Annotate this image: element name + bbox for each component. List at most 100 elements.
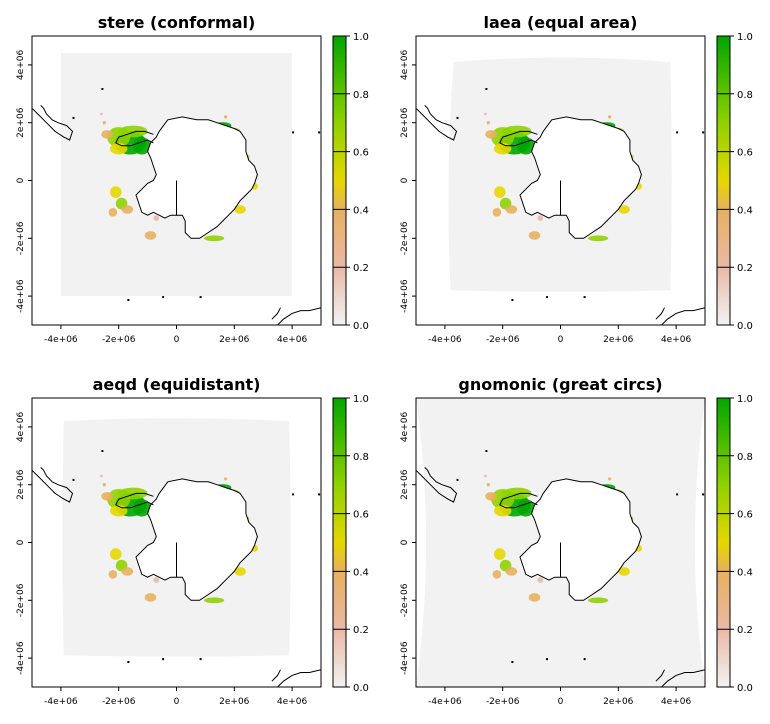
island (72, 478, 75, 481)
panel-title: laea (equal area) (483, 13, 637, 32)
suitability-cell (494, 548, 506, 560)
panel-title: gnomonic (great circs) (458, 375, 662, 394)
y-tick-label: 4e+06 (400, 412, 410, 443)
y-tick-label: -2e+06 (16, 583, 26, 617)
x-tick-label: 0 (558, 335, 564, 345)
y-tick-label: 4e+06 (400, 50, 410, 81)
suitability-cell (153, 577, 160, 583)
suitability-cell (618, 205, 630, 214)
colorbar-gradient (716, 397, 731, 688)
suitability-cell (618, 567, 630, 576)
suitability-cell (110, 548, 122, 560)
colorbar-tick-label: 0.6 (737, 510, 753, 521)
australia-coastline (277, 307, 321, 325)
suitability-cell (110, 186, 122, 198)
panel-title: stere (conformal) (98, 13, 256, 32)
suitability-cell (486, 121, 490, 125)
x-tick-label: 0 (558, 697, 564, 707)
colorbar-gradient (332, 397, 347, 688)
y-tick-label: 0 (400, 177, 410, 183)
australia-coastline (661, 307, 705, 325)
new-zealand-coastline (655, 669, 665, 682)
island (72, 116, 75, 119)
suitability-cell (121, 567, 134, 576)
suitability-cell (100, 112, 103, 116)
suitability-cell (102, 483, 107, 487)
x-tick-label: 4e+06 (661, 335, 692, 345)
island (583, 296, 586, 299)
suitability-cell (528, 231, 541, 240)
suitability-cell (223, 115, 228, 119)
island (546, 658, 548, 661)
y-tick-label: -4e+06 (400, 279, 410, 313)
antarctica-coastline (135, 116, 258, 239)
new-zealand-coastline (655, 307, 665, 320)
south-america-coastline (416, 105, 458, 141)
suitability-cell (133, 137, 151, 155)
suitability-cell (204, 235, 225, 242)
x-tick-label: -4e+06 (44, 697, 78, 707)
y-tick-label: -4e+06 (400, 641, 410, 675)
map-panel-stere: stere (conformal) -4e+06 -2e+06 0 2e+06 4e+06… (16, 13, 369, 345)
colorbar-tick-label: 0.2 (353, 625, 369, 636)
suitability-cell (144, 593, 157, 602)
suitability-cell (153, 215, 160, 222)
australia-coastline (277, 669, 321, 687)
new-zealand-coastline (271, 307, 281, 320)
x-tick-label: -2e+06 (486, 697, 520, 707)
x-tick-label: 4e+06 (277, 335, 308, 345)
island (199, 658, 202, 661)
suitability-cell (100, 474, 103, 478)
colorbar: 0.0 0.2 0.4 0.6 0.8 1.0 (332, 32, 369, 332)
x-tick-label: 0 (174, 697, 180, 707)
australia-coastline (661, 669, 705, 687)
y-tick-label: 4e+06 (16, 50, 26, 81)
suitability-cell (101, 492, 113, 501)
suitability-cell (494, 186, 506, 198)
y-tick-label: 2e+06 (16, 107, 26, 138)
island (127, 299, 130, 301)
suitability-cell (528, 593, 541, 602)
suitability-cell (607, 477, 612, 481)
colorbar: 0.0 0.2 0.4 0.6 0.8 1.0 (332, 394, 369, 694)
y-tick-label: 4e+06 (16, 412, 26, 443)
island (162, 658, 165, 661)
colorbar-tick-label: 0.4 (353, 205, 369, 216)
suitability-cell (485, 492, 497, 501)
peninsula-coastline (115, 492, 154, 509)
x-tick-label: 2e+06 (603, 335, 634, 345)
antarctica-coastline (519, 478, 642, 601)
island (456, 478, 459, 481)
suitability-cell (133, 499, 151, 517)
colorbar-tick-label: 0.8 (353, 452, 369, 463)
colorbar-tick-label: 0.6 (737, 148, 753, 159)
island (101, 88, 104, 90)
suitability-cell (517, 137, 535, 155)
island (292, 493, 295, 496)
suitability-cell (234, 567, 246, 576)
suitability-cell (485, 130, 497, 139)
x-tick-label: -4e+06 (428, 335, 462, 345)
suitability-cell (588, 597, 609, 604)
colorbar-tick-label: 0.6 (353, 510, 369, 521)
suitability-cell (505, 205, 518, 214)
antarctica-coastline (519, 116, 642, 239)
suitability-cell (484, 112, 487, 116)
map-panel-gnom: gnomonic (great circs) -4e+06 -2e+06 0 2e+06… (400, 375, 753, 707)
x-tick-label: -2e+06 (102, 697, 136, 707)
colorbar-tick-label: 1.0 (353, 32, 369, 43)
colorbar-tick-label: 0.0 (737, 321, 753, 332)
new-zealand-coastline (271, 669, 281, 682)
peninsula-coastline (499, 130, 538, 147)
suitability-cell (607, 115, 612, 119)
south-america-coastline (32, 467, 74, 503)
island (511, 299, 514, 301)
colorbar-gradient (716, 35, 731, 326)
y-tick-label: 2e+06 (400, 107, 410, 138)
colorbar: 0.0 0.2 0.4 0.6 0.8 1.0 (716, 32, 753, 332)
x-tick-label: 4e+06 (277, 697, 308, 707)
suitability-cell (486, 483, 490, 487)
suitability-cell (101, 130, 113, 139)
y-tick-label: 0 (400, 539, 410, 545)
